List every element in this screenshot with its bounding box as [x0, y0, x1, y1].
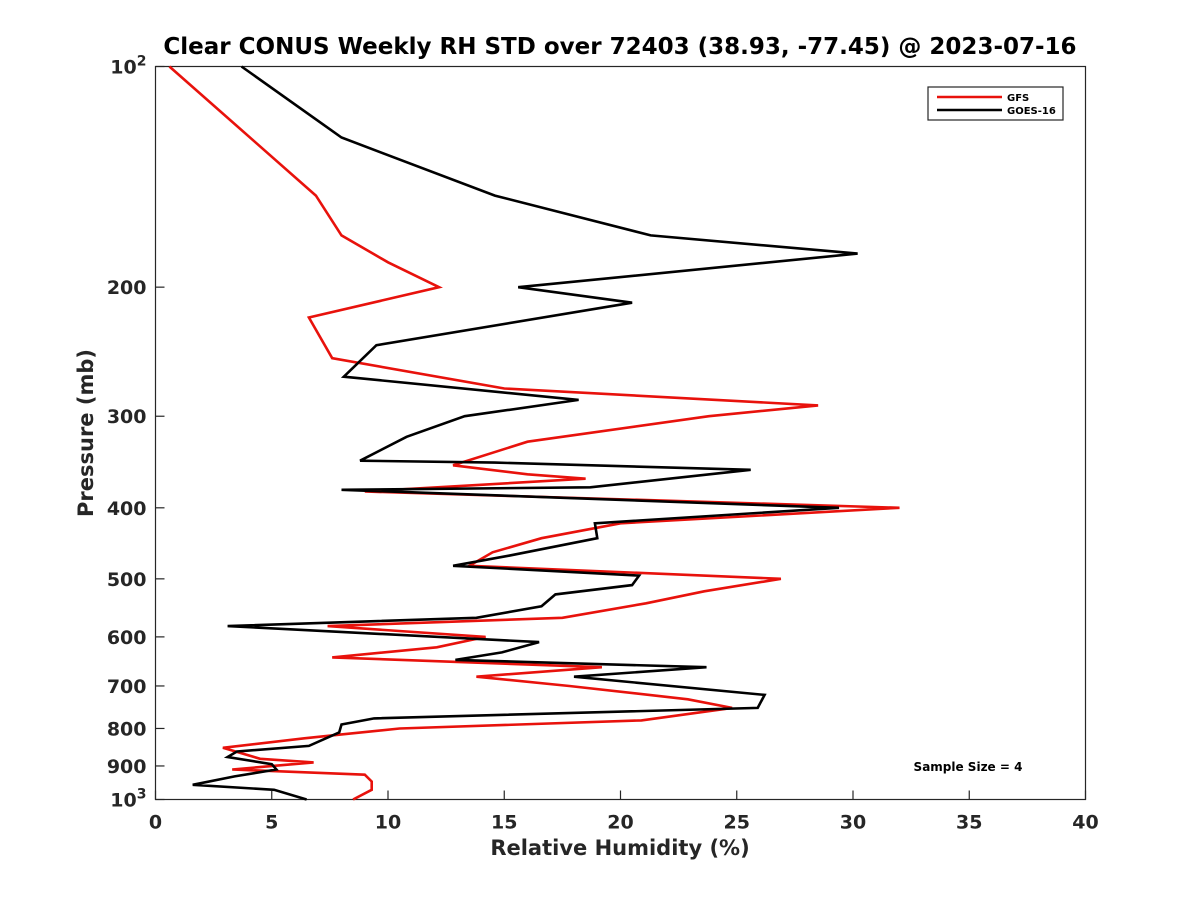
x-tick-label: 35 [956, 812, 982, 834]
x-tick-label: 30 [840, 812, 866, 834]
y-tick-label: 103 [110, 787, 146, 812]
x-tick-label: 20 [607, 812, 633, 834]
x-tick-label: 40 [1072, 812, 1098, 834]
series-layer [168, 65, 900, 801]
y-tick-label: 700 [107, 676, 147, 698]
y-tick-label: 600 [107, 627, 147, 649]
series-line-gfs [168, 65, 900, 801]
y-tick-label: 102 [110, 54, 146, 79]
sample-size-annotation: Sample Size = 4 [914, 760, 1023, 774]
x-axis-ticks: 0 5 10 15 20 25 30 35 40 [149, 790, 1099, 834]
y-tick-label: 800 [107, 718, 147, 740]
x-tick-label: 25 [724, 812, 750, 834]
legend-label-goes16: GOES-16 [1007, 106, 1056, 117]
y-tick-label: 200 [107, 277, 147, 299]
y-tick-label: 400 [107, 498, 147, 520]
y-tick-label: 300 [107, 406, 147, 428]
x-tick-label: 0 [149, 812, 162, 834]
x-tick-label: 15 [491, 812, 517, 834]
legend: GFS GOES-16 [927, 86, 1064, 121]
legend-label-gfs: GFS [1007, 93, 1029, 104]
y-tick-label: 500 [107, 569, 147, 591]
y-axis-label: Pressure (mb) [74, 349, 98, 517]
x-axis-label: Relative Humidity (%) [490, 836, 749, 860]
x-tick-label: 5 [265, 812, 278, 834]
legend-box [927, 86, 1064, 121]
x-tick-label: 10 [375, 812, 401, 834]
chart-title: Clear CONUS Weekly RH STD over 72403 (38… [163, 34, 1076, 60]
y-axis-ticks: 102 200 300 400 500 600 700 800 900 103 [107, 54, 165, 812]
y-tick-label: 900 [107, 756, 147, 778]
series-line-goes16 [192, 65, 858, 801]
